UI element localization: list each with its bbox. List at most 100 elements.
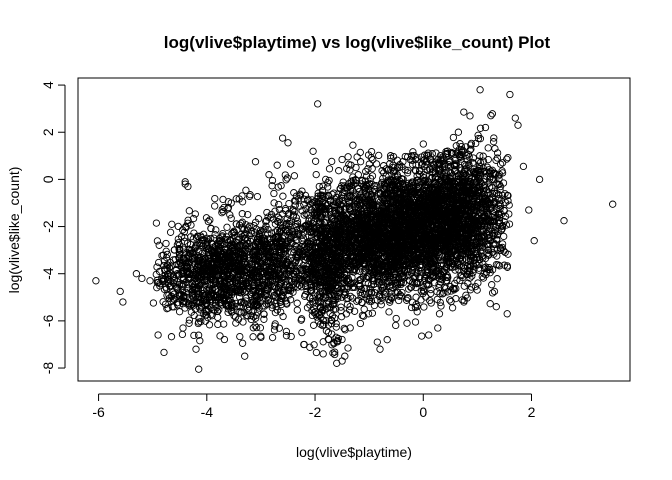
data-point	[214, 242, 223, 250]
data-point	[244, 300, 253, 308]
data-point	[417, 287, 426, 295]
data-point	[232, 220, 240, 228]
data-point	[257, 290, 265, 299]
data-point	[223, 223, 231, 231]
data-point	[271, 320, 279, 328]
data-point	[205, 251, 213, 259]
data-point	[149, 299, 158, 307]
plot-area-border	[77, 77, 631, 382]
data-point	[356, 158, 365, 166]
data-point	[266, 244, 274, 252]
data-point	[257, 332, 265, 340]
data-point	[263, 279, 272, 287]
data-point	[228, 229, 236, 238]
data-point	[228, 258, 237, 267]
data-point	[248, 250, 257, 258]
data-point	[266, 266, 274, 274]
data-point	[476, 86, 484, 94]
data-point	[220, 262, 229, 270]
data-point	[274, 213, 282, 221]
data-point	[412, 293, 420, 301]
data-point	[240, 308, 248, 317]
data-point	[236, 308, 244, 316]
data-point	[235, 293, 244, 301]
data-point	[275, 324, 283, 332]
data-point	[132, 270, 141, 278]
data-point	[349, 141, 357, 149]
data-point	[511, 114, 519, 122]
data-point	[294, 283, 302, 291]
data-point	[420, 303, 428, 311]
data-point	[296, 202, 304, 210]
data-point	[192, 345, 200, 353]
data-point	[356, 319, 365, 328]
data-point	[247, 311, 255, 320]
data-point	[283, 258, 291, 266]
data-point	[298, 207, 306, 215]
data-point	[185, 319, 193, 327]
data-point	[211, 194, 219, 203]
data-point	[346, 302, 354, 311]
data-point	[487, 112, 495, 120]
data-point	[372, 160, 381, 168]
data-point	[338, 155, 346, 164]
data-point	[484, 144, 492, 152]
data-point	[203, 238, 212, 246]
data-point	[368, 309, 377, 317]
data-point	[255, 272, 264, 280]
data-point	[195, 365, 203, 373]
data-point	[270, 189, 278, 198]
data-point	[256, 324, 265, 332]
data-point	[272, 233, 280, 242]
data-point	[270, 199, 278, 207]
data-point	[231, 313, 240, 321]
data-point	[454, 128, 463, 136]
data-point	[234, 233, 242, 241]
data-point	[419, 140, 427, 148]
data-point	[236, 265, 245, 273]
data-point	[290, 265, 298, 273]
data-point	[292, 267, 300, 275]
data-point	[194, 319, 202, 328]
data-point	[216, 332, 224, 340]
data-point	[409, 148, 417, 156]
data-point	[211, 202, 219, 210]
data-point	[301, 191, 310, 200]
data-point	[226, 236, 234, 244]
data-point	[202, 214, 211, 222]
data-point	[282, 299, 291, 307]
data-point	[407, 303, 416, 312]
data-point	[369, 274, 377, 282]
data-point	[263, 208, 271, 217]
data-point	[251, 158, 260, 166]
data-point	[146, 277, 154, 285]
data-point	[278, 134, 287, 142]
data-point	[236, 332, 244, 341]
data-point	[341, 326, 349, 334]
data-point	[219, 207, 227, 216]
data-point	[298, 187, 306, 195]
data-point	[514, 121, 522, 129]
data-point	[298, 328, 306, 337]
data-point	[287, 233, 295, 241]
data-point	[309, 147, 317, 155]
data-point	[260, 290, 268, 299]
data-point	[229, 228, 237, 237]
data-point	[452, 294, 460, 303]
data-point	[227, 306, 235, 314]
data-point	[481, 123, 490, 132]
data-point	[152, 219, 161, 227]
data-point	[240, 225, 248, 234]
data-point	[307, 216, 316, 224]
data-point	[264, 225, 272, 234]
data-point	[403, 319, 411, 327]
data-point	[282, 220, 290, 229]
data-point	[277, 300, 286, 309]
data-point	[277, 182, 285, 190]
data-point	[434, 324, 442, 332]
data-point	[332, 323, 340, 331]
data-point	[230, 288, 238, 296]
data-point	[230, 312, 238, 320]
data-point	[240, 299, 248, 307]
data-point	[490, 134, 498, 142]
